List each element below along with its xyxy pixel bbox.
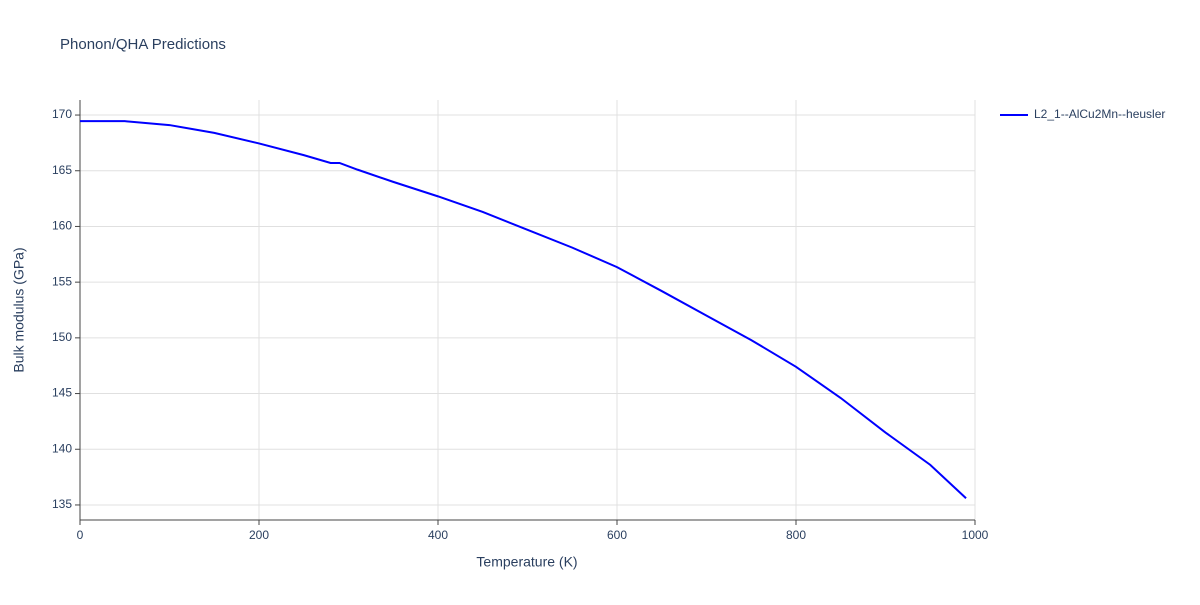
y-tick-label: 170 (52, 107, 72, 121)
x-tick-label: 200 (249, 528, 269, 542)
x-tick-label: 0 (77, 528, 84, 542)
y-tick-label: 145 (52, 386, 72, 400)
y-tick-label: 165 (52, 163, 72, 177)
y-tick-label: 160 (52, 219, 72, 233)
y-axis-title: Bulk modulus (GPa) (11, 247, 27, 372)
x-axis-title: Temperature (K) (476, 554, 577, 570)
x-tick-label: 800 (786, 528, 806, 542)
y-tick-label: 135 (52, 497, 72, 511)
x-tick-label: 1000 (962, 528, 989, 542)
legend-label: L2_1--AlCu2Mn--heusler (1034, 107, 1165, 121)
y-tick-label: 155 (52, 274, 72, 288)
y-tick-label: 150 (52, 330, 72, 344)
y-tick-label: 140 (52, 441, 72, 455)
data-line (80, 120, 967, 500)
chart-title: Phonon/QHA Predictions (60, 36, 226, 53)
x-tick-label: 600 (607, 528, 627, 542)
x-tick-label: 400 (428, 528, 448, 542)
